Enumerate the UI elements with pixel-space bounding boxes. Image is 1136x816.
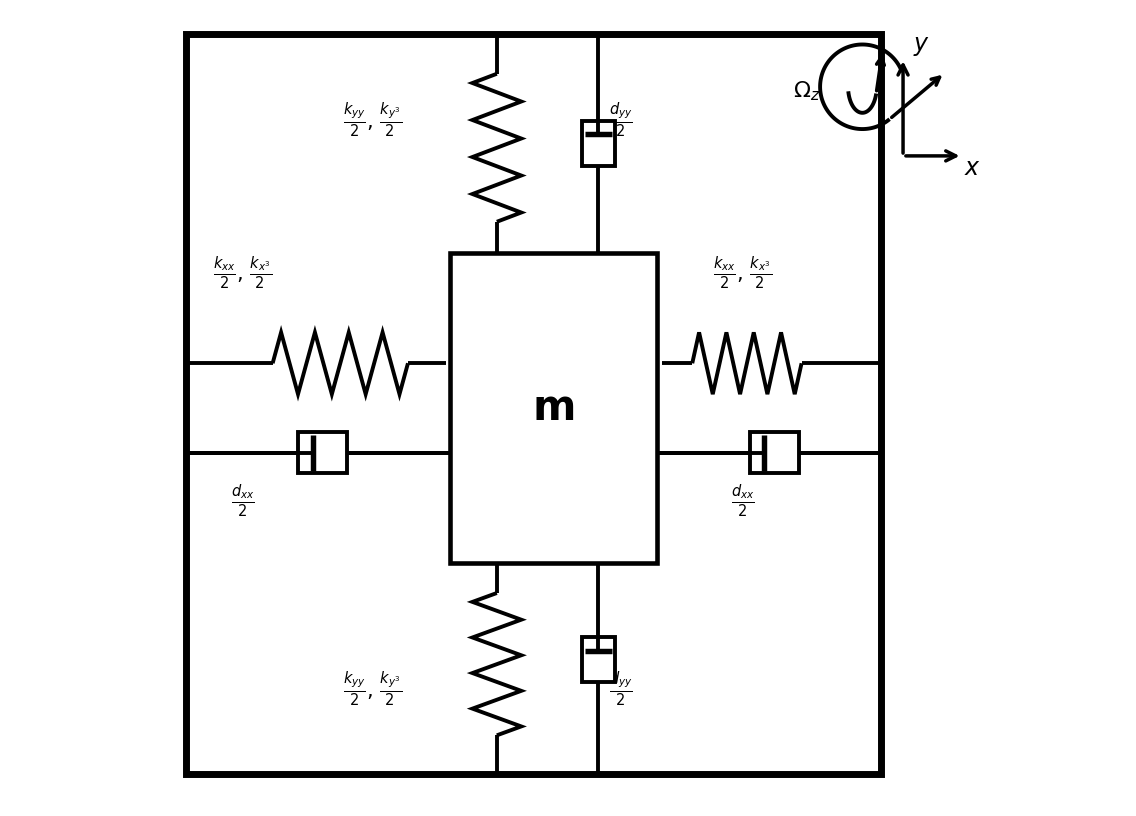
Text: $y$: $y$ (912, 34, 929, 58)
Text: m: m (532, 387, 576, 429)
Text: $\frac{d_{yy}}{2}$: $\frac{d_{yy}}{2}$ (609, 669, 633, 708)
Bar (750, 432, 799, 473)
Bar (583, 637, 615, 682)
Text: $x$: $x$ (963, 156, 980, 180)
Bar (299, 432, 348, 473)
Text: $\frac{d_{xx}}{2}$: $\frac{d_{xx}}{2}$ (231, 483, 254, 520)
Bar (583, 121, 615, 166)
Text: $\frac{k_{xx}}{2}$, $\frac{k_{x^3}}{2}$: $\frac{k_{xx}}{2}$, $\frac{k_{x^3}}{2}$ (713, 255, 772, 292)
Text: $\frac{d_{yy}}{2}$: $\frac{d_{yy}}{2}$ (609, 100, 633, 139)
Text: $\frac{k_{yy}}{2}$, $\frac{k_{y^3}}{2}$: $\frac{k_{yy}}{2}$, $\frac{k_{y^3}}{2}$ (343, 100, 402, 139)
Text: $\frac{d_{xx}}{2}$: $\frac{d_{xx}}{2}$ (730, 483, 754, 520)
Text: $\frac{k_{yy}}{2}$, $\frac{k_{y^3}}{2}$: $\frac{k_{yy}}{2}$, $\frac{k_{y^3}}{2}$ (343, 669, 402, 708)
Text: $\Omega_z$: $\Omega_z$ (793, 79, 821, 103)
Text: $\frac{k_{xx}}{2}$, $\frac{k_{x^3}}{2}$: $\frac{k_{xx}}{2}$, $\frac{k_{x^3}}{2}$ (214, 255, 273, 292)
Bar (186, 34, 882, 774)
Bar (450, 254, 658, 562)
